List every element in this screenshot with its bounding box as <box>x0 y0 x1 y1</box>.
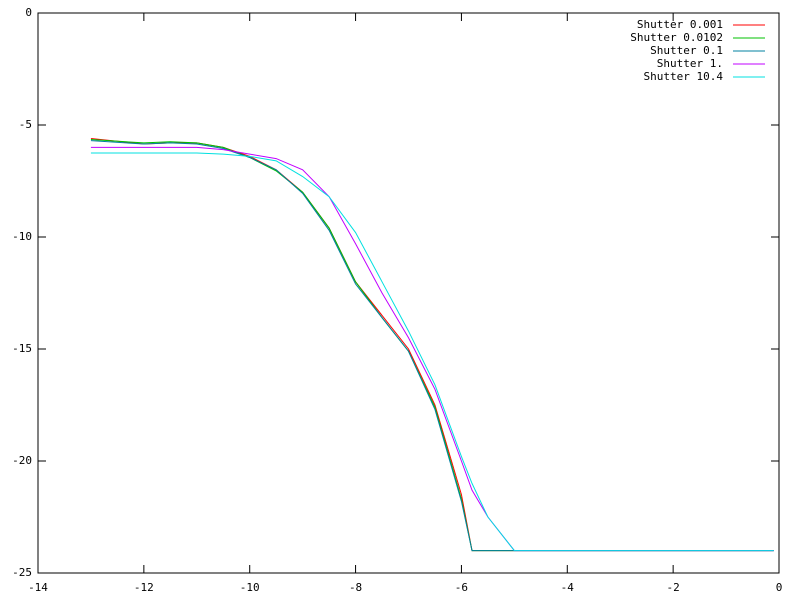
y-tick-label: -25 <box>12 566 32 579</box>
y-tick-label: -10 <box>12 230 32 243</box>
legend-label: Shutter 0.1 <box>650 44 723 57</box>
x-tick-label: -10 <box>240 581 260 594</box>
series-line <box>90 140 774 552</box>
y-tick-label: 0 <box>25 6 32 19</box>
y-tick-label: -15 <box>12 342 32 355</box>
legend-label: Shutter 1. <box>657 57 723 70</box>
legend-label: Shutter 0.0102 <box>630 31 723 44</box>
series-line <box>90 137 774 552</box>
series-line <box>90 146 774 552</box>
x-tick-label: -12 <box>134 581 154 594</box>
x-tick-label: -4 <box>561 581 575 594</box>
legend-label: Shutter 0.001 <box>637 18 723 31</box>
x-tick-label: -2 <box>667 581 680 594</box>
y-tick-label: -5 <box>19 118 32 131</box>
y-tick-label: -20 <box>12 454 32 467</box>
x-tick-label: 0 <box>776 581 783 594</box>
plot-border <box>37 12 780 574</box>
series-line <box>90 152 774 552</box>
legend-label: Shutter 10.4 <box>644 70 724 83</box>
x-tick-label: -8 <box>349 581 362 594</box>
x-tick-label: -6 <box>455 581 468 594</box>
series-line <box>90 139 774 552</box>
x-tick-label: -14 <box>28 581 48 594</box>
